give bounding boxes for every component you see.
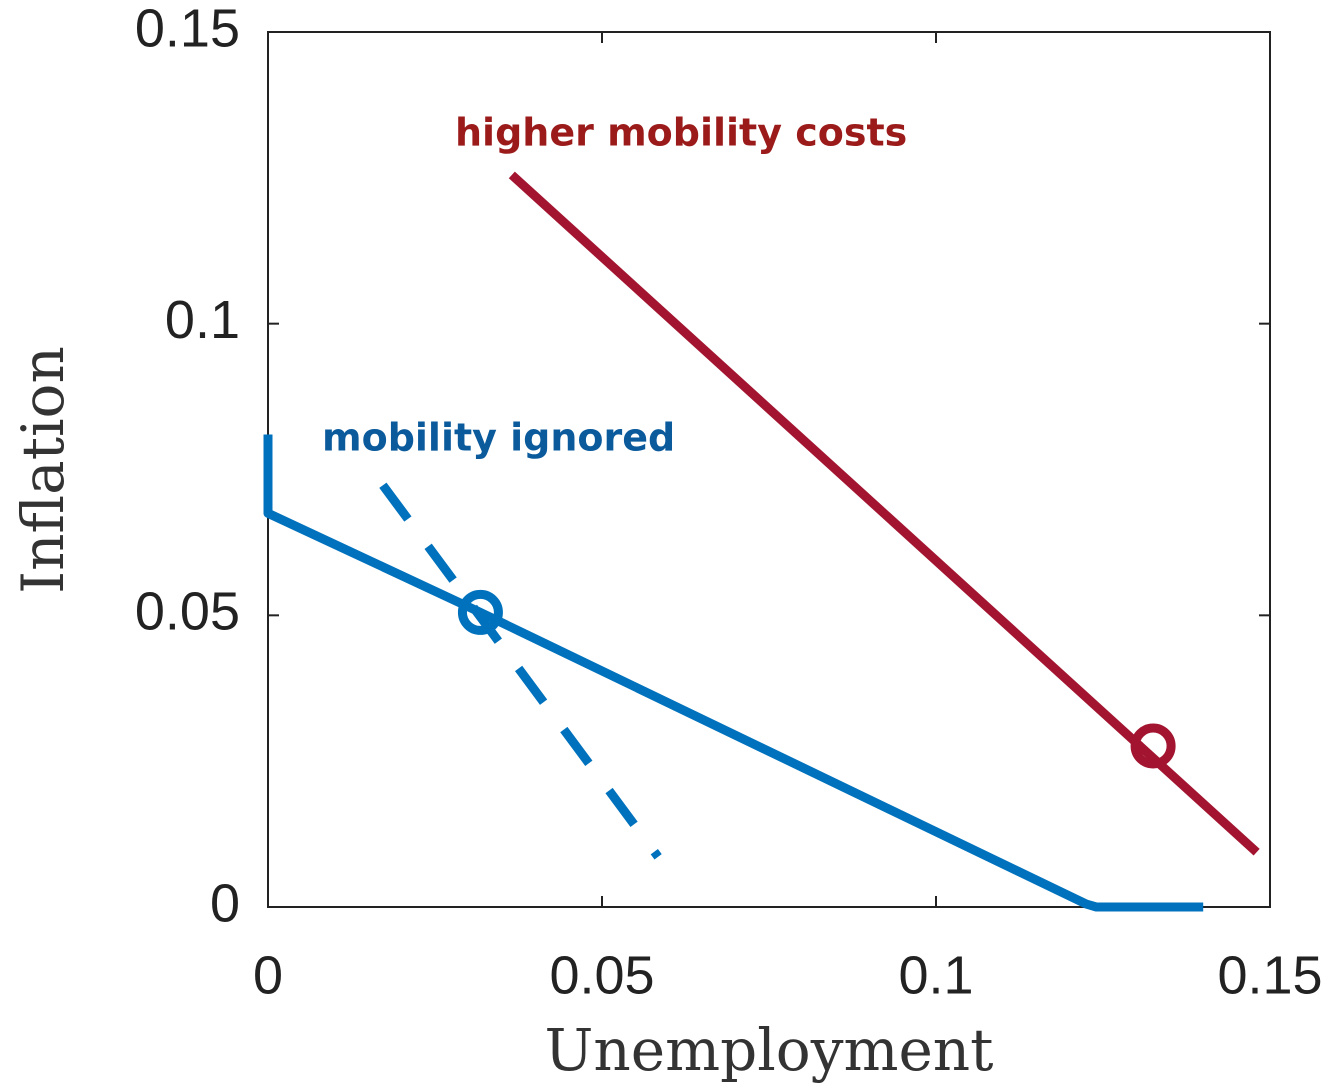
annotation: higher mobility costs [455, 111, 907, 155]
y-tick-label: 0 [210, 873, 240, 933]
marker [1130, 723, 1176, 769]
marker [457, 589, 503, 635]
plot-frame [267, 31, 1271, 908]
x-axis-label: Unemployment [545, 1016, 994, 1084]
x-tick-label: 0.05 [549, 945, 654, 1005]
line [379, 482, 662, 860]
x-tick-label: 0.15 [1217, 945, 1322, 1005]
line [263, 434, 1204, 912]
line [508, 171, 1260, 856]
y-tick-label: 0.05 [135, 582, 240, 642]
y-axis-label: Inflation [9, 346, 77, 594]
annotation: mobility ignored [322, 416, 675, 460]
y-tick-label: 0.1 [165, 290, 240, 350]
x-tick-label: 0 [253, 945, 283, 1005]
x-tick-label: 0.1 [898, 945, 973, 1005]
y-tick-label: 0.15 [135, 0, 240, 58]
